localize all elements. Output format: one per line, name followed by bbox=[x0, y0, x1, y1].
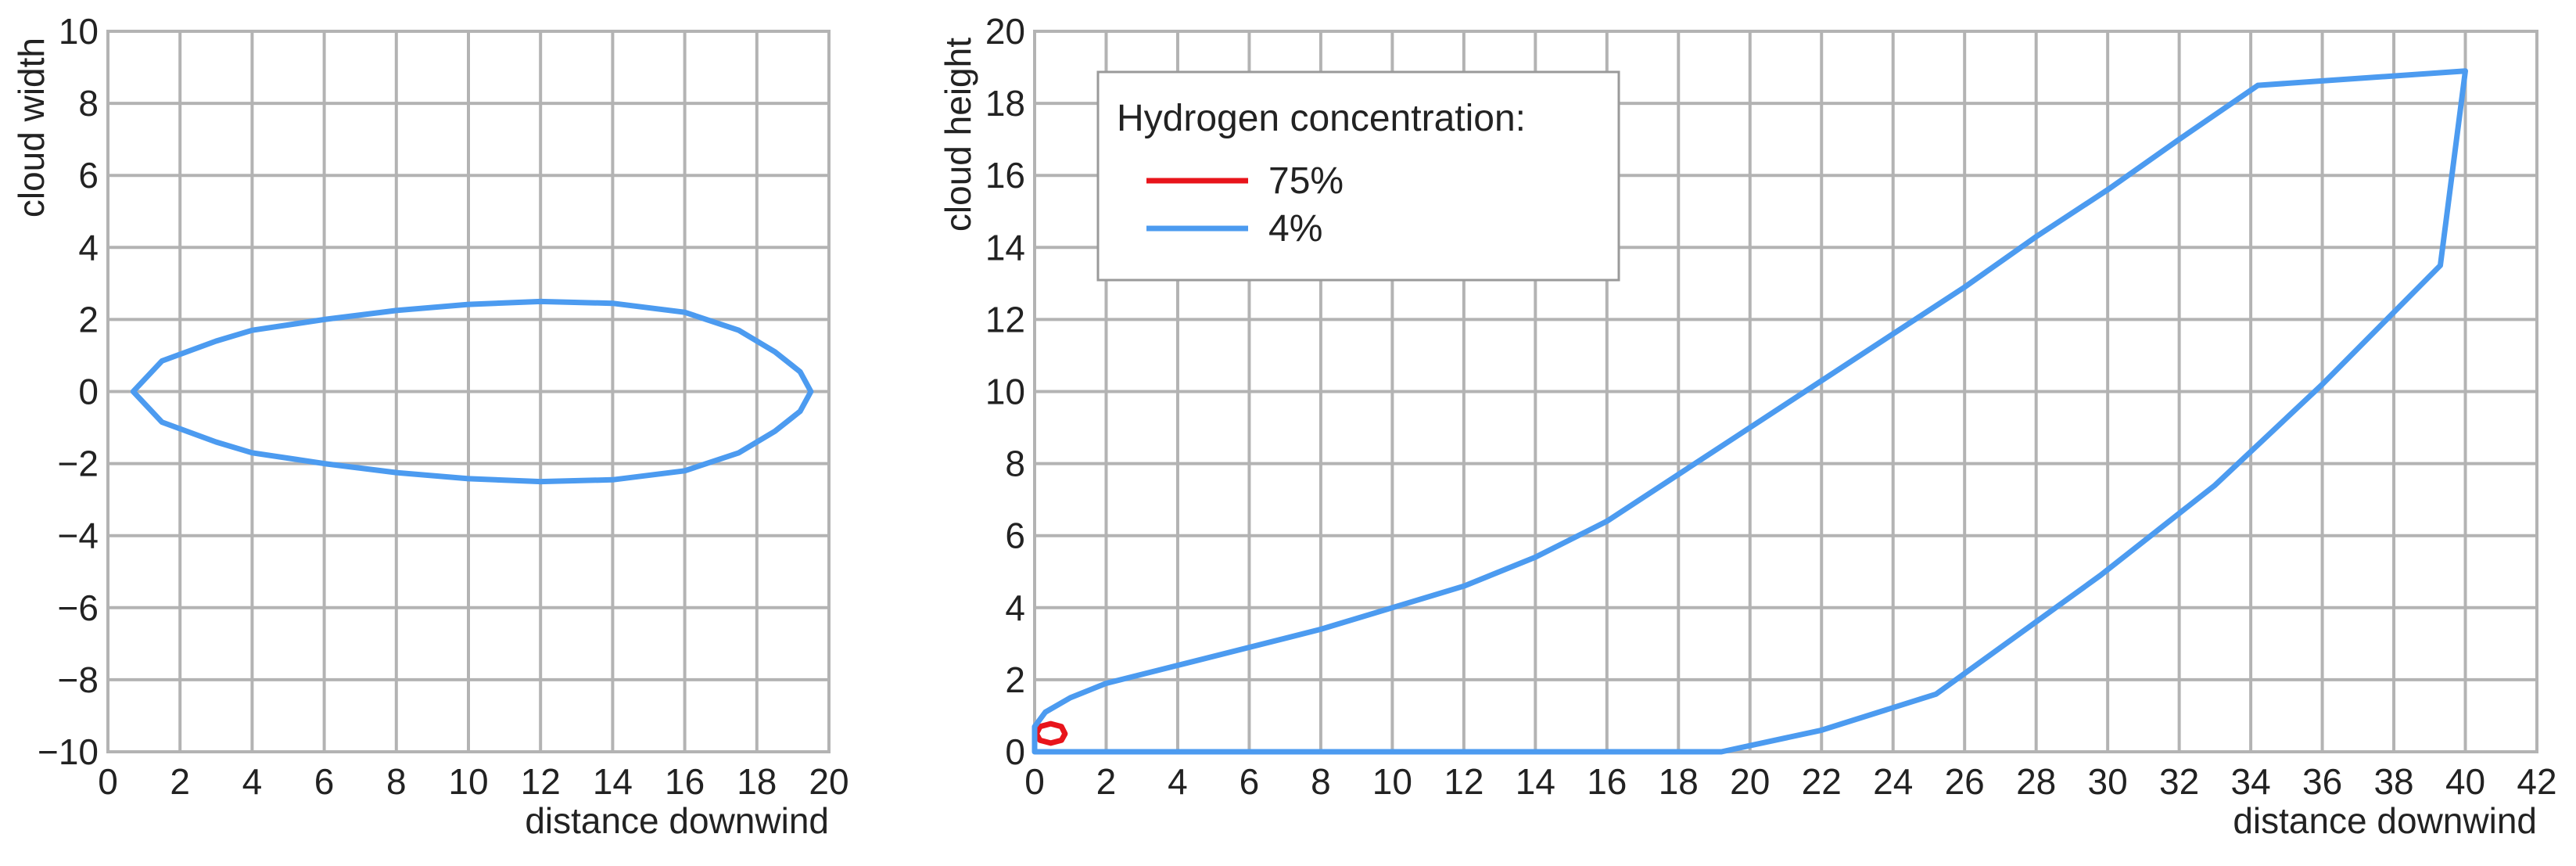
right-xtick-label-8: 16 bbox=[1587, 761, 1627, 802]
left-ytick-label-9: 8 bbox=[78, 83, 99, 124]
right-xtick-label-5: 10 bbox=[1372, 761, 1412, 802]
left-xtick-label-10: 20 bbox=[809, 761, 849, 802]
legend-title: Hydrogen concentration: bbox=[1117, 98, 1526, 139]
left-xtick-label-3: 6 bbox=[314, 761, 335, 802]
left-x-axis-label: distance downwind bbox=[525, 800, 829, 841]
right-xtick-label-15: 30 bbox=[2088, 761, 2128, 802]
right-xtick-label-11: 22 bbox=[1802, 761, 1842, 802]
right-x-axis-label: distance downwind bbox=[2233, 800, 2537, 841]
left-ytick-label-7: 4 bbox=[78, 227, 99, 268]
left-ytick-label-3: −4 bbox=[58, 516, 99, 556]
right-xtick-label-13: 26 bbox=[1945, 761, 1985, 802]
right-ytick-label-9: 18 bbox=[985, 83, 1025, 124]
left-ytick-label-8: 6 bbox=[78, 155, 99, 196]
right-ytick-label-0: 0 bbox=[1005, 731, 1025, 772]
left-xtick-label-2: 4 bbox=[242, 761, 263, 802]
right-ytick-label-7: 14 bbox=[985, 227, 1025, 268]
left-xtick-label-9: 18 bbox=[737, 761, 777, 802]
right-xtick-label-20: 40 bbox=[2445, 761, 2485, 802]
right-xtick-label-0: 0 bbox=[1024, 761, 1045, 802]
left-xtick-label-7: 14 bbox=[593, 761, 633, 802]
legend-box bbox=[1096, 70, 1620, 282]
left-xtick-label-1: 2 bbox=[170, 761, 190, 802]
left-ytick-label-2: −6 bbox=[58, 588, 99, 628]
right-xtick-label-17: 34 bbox=[2231, 761, 2271, 802]
left-ytick-label-10: 10 bbox=[59, 11, 99, 52]
right-xtick-label-7: 14 bbox=[1516, 761, 1555, 802]
left-ytick-label-1: −8 bbox=[58, 659, 99, 700]
right-xtick-label-21: 42 bbox=[2517, 761, 2556, 802]
right-ytick-label-10: 20 bbox=[985, 11, 1025, 52]
left-xtick-label-5: 10 bbox=[448, 761, 488, 802]
cloud-width-chart: 0 2 4 6 8 10 12 14 16 18 20 −10 −8 −6 −4 −2 0 2 4 6 8 10 dista… bbox=[11, 11, 849, 841]
right-xtick-label-3: 6 bbox=[1240, 761, 1260, 802]
left-ytick-label-5: 0 bbox=[78, 372, 99, 412]
right-series-4pct bbox=[1031, 68, 2468, 755]
right-xtick-label-6: 12 bbox=[1444, 761, 1484, 802]
right-y-axis-label: cloud height bbox=[938, 38, 978, 232]
right-ytick-label-4: 8 bbox=[1005, 444, 1025, 484]
left-ytick-label-6: 2 bbox=[78, 299, 99, 340]
left-xtick-label-4: 8 bbox=[386, 761, 407, 802]
left-ytick-label-0: −10 bbox=[38, 731, 99, 772]
cloud-height-chart: 0 2 4 6 8 10 12 14 16 18 20 22 24 26 28 30 32 34 36 38 40 420… bbox=[938, 11, 2557, 841]
right-series-75pct bbox=[1033, 720, 1068, 746]
right-ytick-label-6: 12 bbox=[985, 299, 1025, 340]
right-xtick-label-4: 8 bbox=[1311, 761, 1331, 802]
legend-label-75: 75% bbox=[1268, 160, 1344, 202]
left-xtick-label-0: 0 bbox=[98, 761, 118, 802]
right-ytick-label-3: 6 bbox=[1005, 516, 1025, 556]
right-xtick-label-14: 28 bbox=[2016, 761, 2056, 802]
right-ytick-label-8: 16 bbox=[985, 155, 1025, 196]
right-xtick-label-19: 38 bbox=[2373, 761, 2413, 802]
right-plot-frame bbox=[1033, 30, 2538, 753]
legend: Hydrogen concentration: 75% 4% bbox=[1096, 70, 1620, 282]
right-ytick-label-1: 2 bbox=[1005, 659, 1025, 700]
left-y-axis-label: cloud width bbox=[11, 38, 52, 217]
left-plot-frame bbox=[106, 30, 831, 753]
left-xtick-label-8: 16 bbox=[665, 761, 705, 802]
right-xtick-label-2: 4 bbox=[1168, 761, 1188, 802]
right-xtick-label-16: 32 bbox=[2159, 761, 2199, 802]
right-ytick-label-2: 4 bbox=[1005, 588, 1025, 628]
right-xtick-label-12: 24 bbox=[1873, 761, 1913, 802]
left-xtick-label-6: 12 bbox=[521, 761, 561, 802]
right-ytick-label-5: 10 bbox=[985, 372, 1025, 412]
right-xtick-label-10: 20 bbox=[1730, 761, 1770, 802]
left-series-4pct bbox=[130, 298, 814, 485]
legend-label-4: 4% bbox=[1268, 208, 1322, 250]
left-ytick-label-4: −2 bbox=[58, 444, 99, 484]
right-xtick-label-1: 2 bbox=[1096, 761, 1117, 802]
right-xtick-label-9: 18 bbox=[1659, 761, 1699, 802]
right-xtick-label-18: 36 bbox=[2302, 761, 2342, 802]
